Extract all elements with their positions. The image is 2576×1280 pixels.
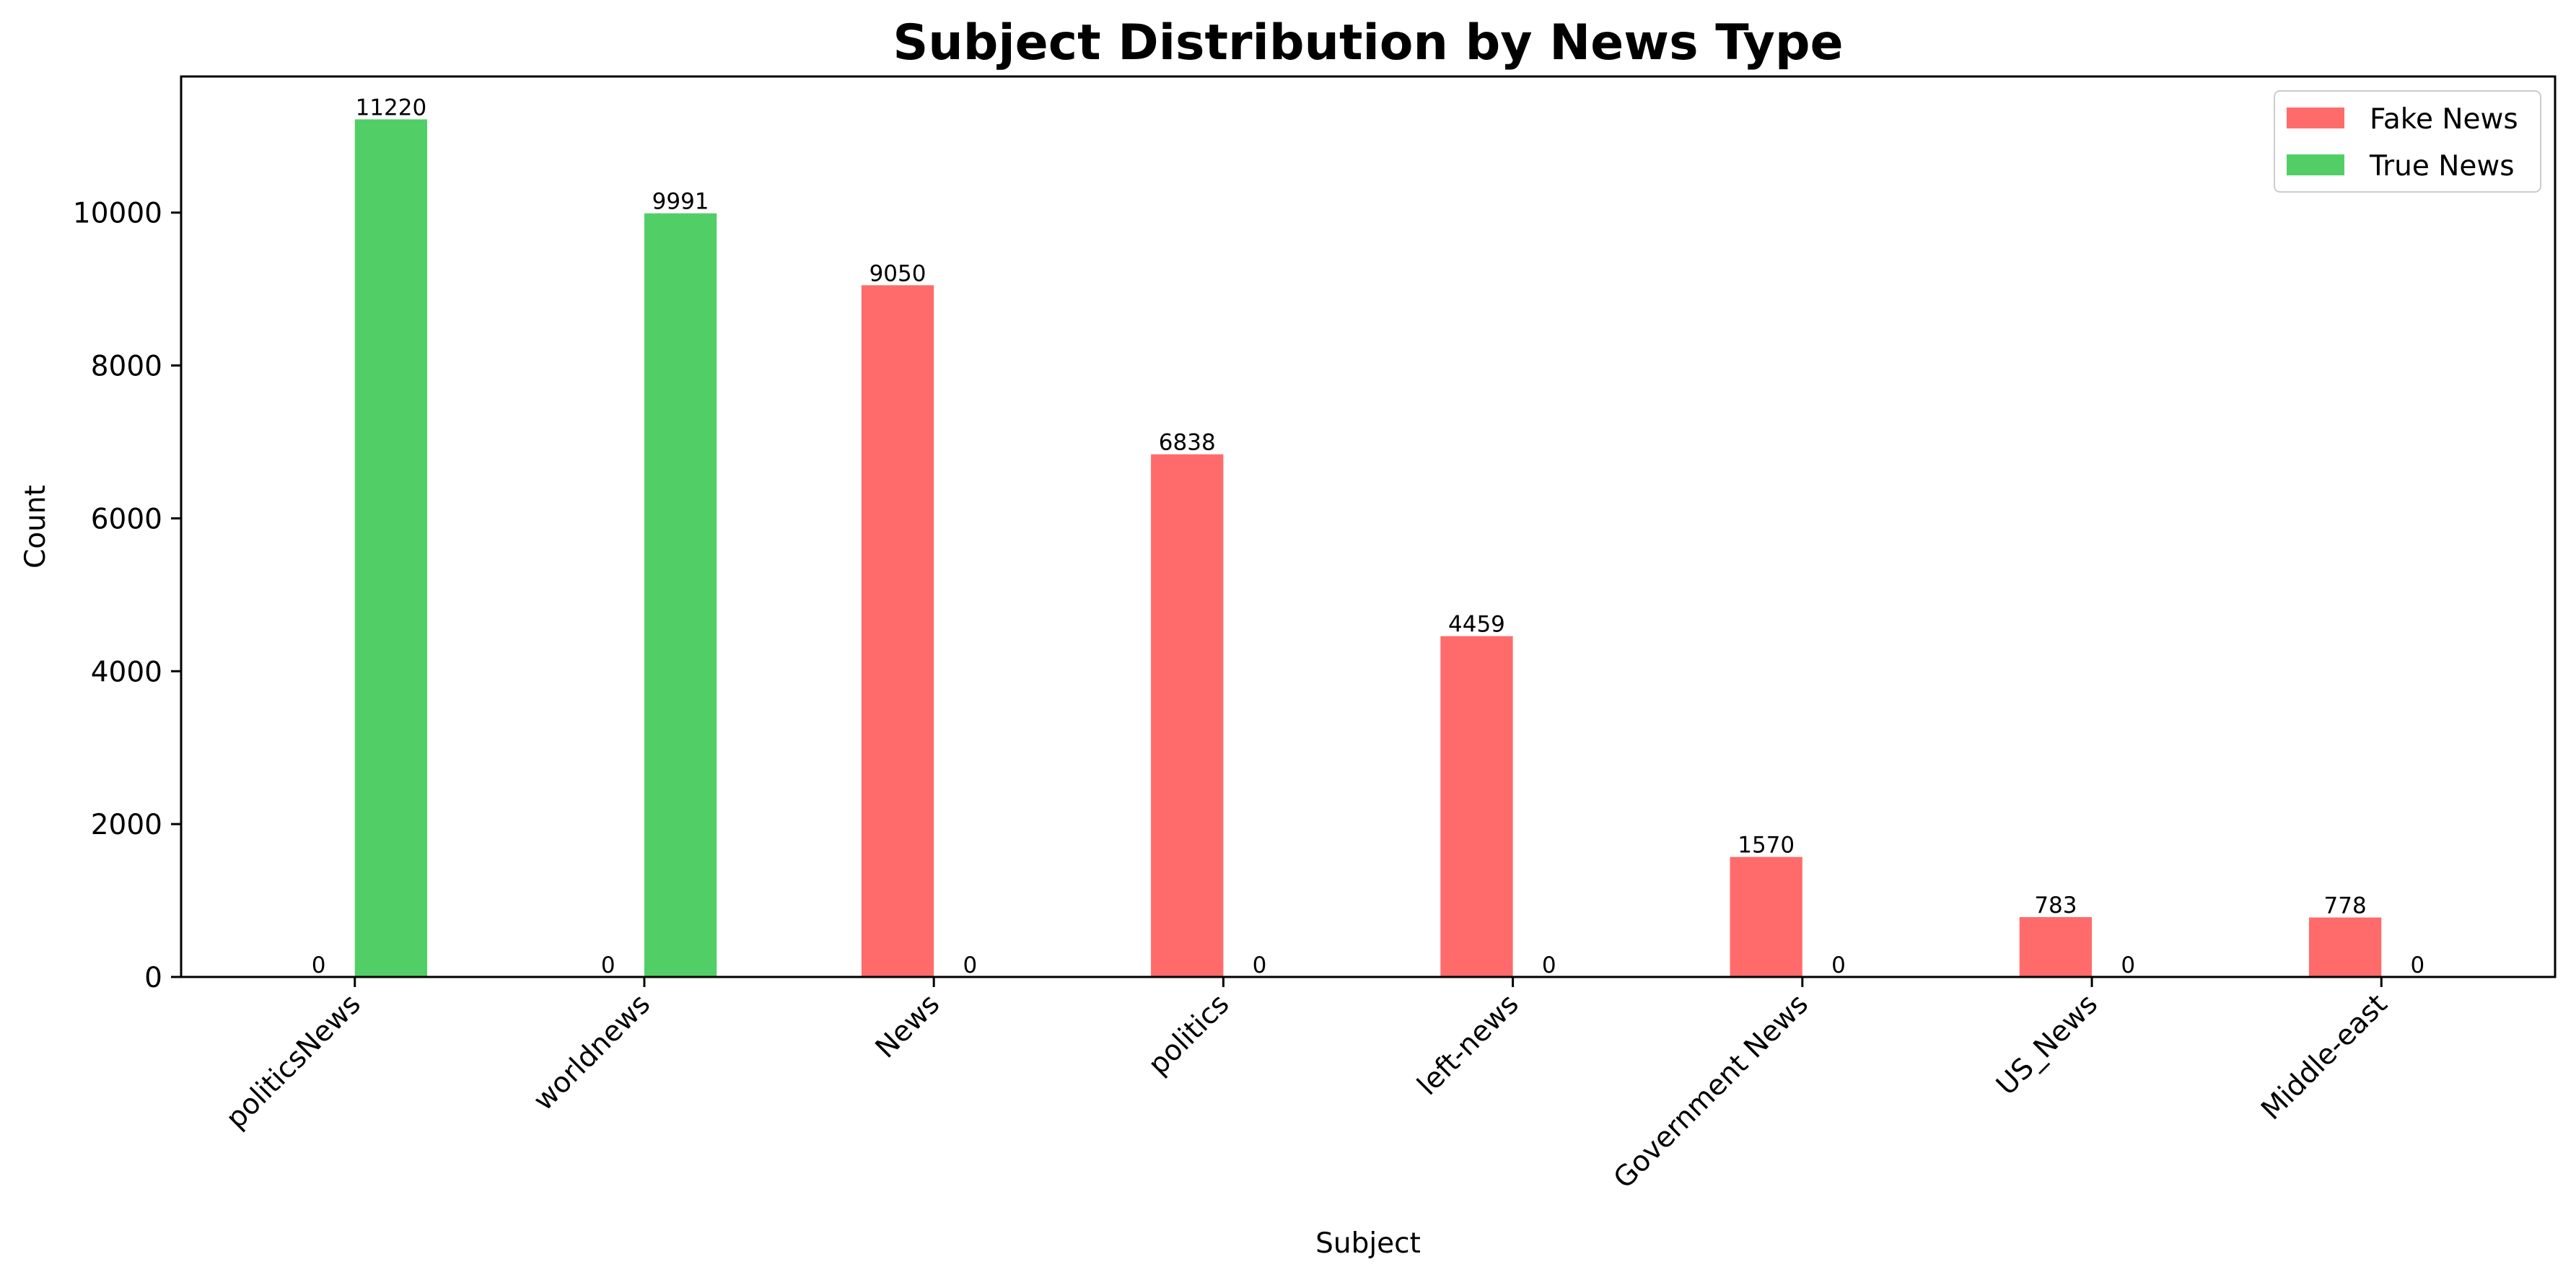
bar-value-label-true-news-5: 0: [1831, 952, 1846, 978]
y-tick-label-2: 4000: [91, 656, 162, 688]
bar-value-label-true-news-4: 0: [1542, 952, 1556, 978]
y-axis: 0 2000 4000 6000 8000 10000: [73, 198, 181, 994]
legend-label-true-news: True News: [2369, 150, 2515, 183]
bar-value-label-fake-news-3: 6838: [1159, 430, 1216, 456]
bar-value-label-fake-news-2: 9050: [869, 260, 926, 286]
bar-fake-news-7: [2308, 917, 2382, 977]
bars-layer: [354, 119, 2382, 978]
bar-value-label-true-news-0: 11220: [356, 95, 427, 120]
y-axis-label: Count: [19, 485, 52, 569]
y-tick-label-5: 10000: [73, 198, 162, 230]
bar-labels-layer: 0 0 9050 6838 4459 1570 783 778 11220 9991 0 0 0 0 0 0: [312, 95, 2425, 978]
bar-value-label-fake-news-6: 783: [2034, 893, 2077, 919]
legend-swatch-true-news: [2287, 154, 2344, 175]
chart-title: Subject Distribution by News Type: [893, 14, 1843, 71]
bar-fake-news-2: [861, 285, 934, 977]
bar-value-label-true-news-3: 0: [1253, 952, 1267, 978]
y-tick-label-0: 0: [144, 962, 162, 994]
y-tick-label-4: 8000: [91, 351, 162, 383]
bar-true-news-1: [644, 213, 717, 977]
bar-value-label-true-news-1: 9991: [652, 189, 709, 215]
bar-fake-news-3: [1151, 454, 1224, 977]
bar-true-news-0: [354, 119, 428, 978]
legend: Fake News True News: [2274, 90, 2541, 193]
plot-frame: [180, 75, 2557, 978]
bar-value-label-fake-news-7: 778: [2324, 893, 2367, 919]
legend-swatch-fake-news: [2287, 108, 2344, 128]
bar-value-label-fake-news-5: 1570: [1738, 833, 1795, 859]
y-tick-label-3: 6000: [91, 503, 162, 535]
bar-value-label-fake-news-1: 0: [601, 952, 615, 978]
bar-fake-news-4: [1440, 636, 1513, 977]
bar-value-label-true-news-7: 0: [2411, 952, 2425, 978]
y-tick-label-1: 2000: [91, 809, 162, 841]
bar-fake-news-5: [1730, 856, 1802, 977]
bar-fake-news-6: [2019, 917, 2093, 977]
bar-value-label-true-news-2: 0: [963, 952, 977, 978]
bar-value-label-fake-news-4: 4459: [1448, 612, 1505, 638]
bar-value-label-fake-news-0: 0: [312, 952, 326, 978]
bar-value-label-true-news-6: 0: [2121, 952, 2135, 978]
legend-label-fake-news: Fake News: [2370, 103, 2518, 136]
x-axis-label: Subject: [1315, 1227, 1421, 1260]
